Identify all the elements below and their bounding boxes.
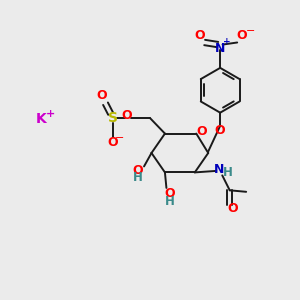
Text: H: H: [164, 196, 174, 208]
Text: O: O: [195, 29, 205, 42]
Text: −: −: [115, 134, 124, 143]
Text: K: K: [36, 112, 46, 126]
Text: O: O: [108, 136, 118, 149]
Text: O: O: [96, 89, 107, 103]
Text: −: −: [245, 26, 255, 36]
Text: S: S: [108, 111, 118, 125]
Text: O: O: [237, 29, 247, 42]
Text: H: H: [223, 166, 232, 179]
Text: N: N: [214, 163, 224, 176]
Text: O: O: [227, 202, 238, 215]
Text: +: +: [223, 37, 231, 46]
Text: O: O: [121, 109, 132, 122]
Text: O: O: [164, 188, 175, 200]
Text: O: O: [215, 124, 226, 137]
Text: N: N: [215, 42, 225, 55]
Text: +: +: [46, 109, 56, 118]
Text: H: H: [133, 171, 142, 184]
Text: O: O: [132, 164, 143, 176]
Text: O: O: [196, 125, 207, 138]
